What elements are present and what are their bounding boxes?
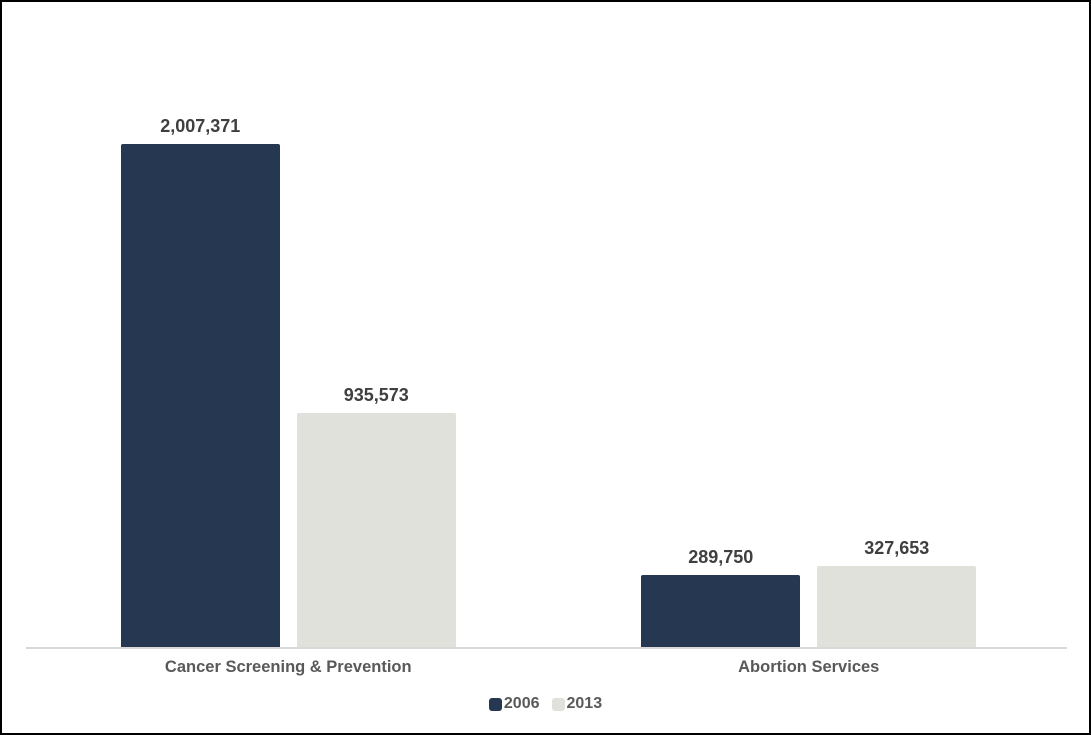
legend-swatch-icon (488, 697, 502, 711)
legend-label: 2013 (566, 695, 603, 712)
x-axis-category-label: Abortion Services (738, 658, 880, 676)
bar-value-label: 2,007,371 (160, 116, 241, 136)
bar-2006-category-0 (120, 144, 280, 648)
legend: 2006 2013 (2, 695, 1089, 713)
x-axis-category-label: Cancer Screening & Prevention (164, 658, 412, 676)
bar-2013-category-0 (296, 413, 456, 648)
bar-2006-category-1 (641, 575, 801, 648)
bar-value-label: 327,653 (864, 538, 930, 558)
bar-value-label: 289,750 (688, 547, 754, 567)
legend-label: 2006 (503, 695, 540, 712)
legend-item-2013: 2013 (551, 695, 603, 713)
x-axis-line (26, 647, 1067, 649)
bar-value-label: 935,573 (343, 385, 409, 405)
legend-swatch-icon (551, 697, 565, 711)
legend-item-2006: 2006 (488, 695, 540, 713)
bar-2013-category-1 (817, 566, 977, 648)
